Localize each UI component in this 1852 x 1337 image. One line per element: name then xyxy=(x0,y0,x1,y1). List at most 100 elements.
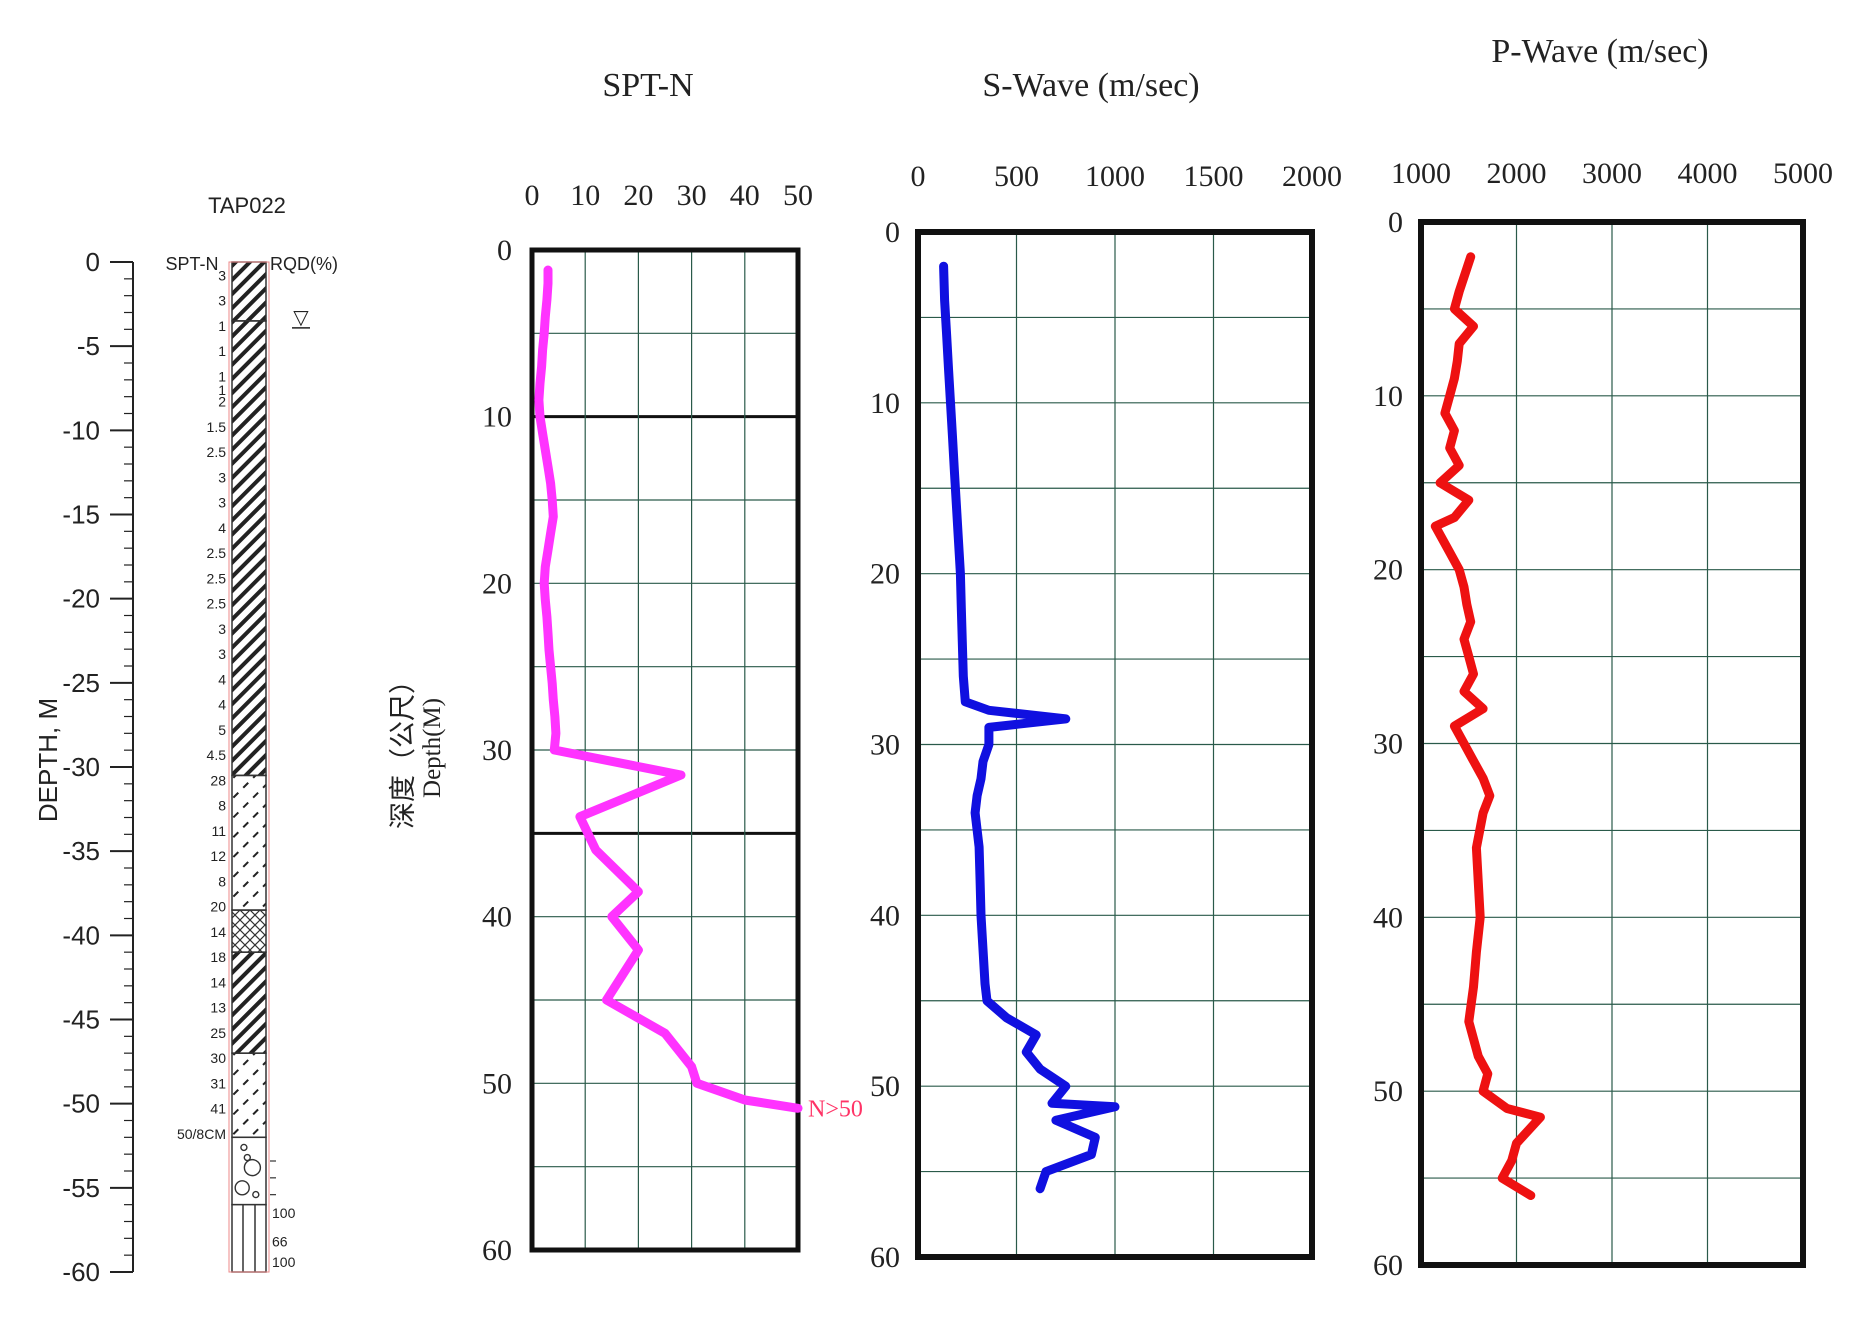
soil-layer-dense-hatch xyxy=(231,951,267,1054)
depth-tick-label: -20 xyxy=(62,584,100,614)
soil-layer-gravel xyxy=(231,1136,267,1206)
spt-reading: 20 xyxy=(210,899,226,915)
rqd-reading: 100 xyxy=(272,1254,296,1270)
x-tick-label: 5000 xyxy=(1773,157,1833,190)
depth-tick-label: 0 xyxy=(86,247,100,277)
soil-layer-cross xyxy=(231,909,267,953)
depth-tick-label: -35 xyxy=(62,836,100,866)
spt-reading: 2.5 xyxy=(207,596,227,612)
y-tick-label: 0 xyxy=(1388,206,1403,239)
spt-reading: 4.5 xyxy=(207,747,227,763)
x-tick-label: 1000 xyxy=(1391,157,1451,190)
soil-layer-sparse-hatch xyxy=(231,774,267,911)
x-tick-label: 50 xyxy=(783,179,813,212)
borehole-rqd-header: RQD(%) xyxy=(270,254,338,274)
spt-reading: 3 xyxy=(218,267,226,283)
depth-tick-label: -5 xyxy=(77,331,100,361)
x-tick-label: 10 xyxy=(570,179,600,212)
data-series-line xyxy=(939,261,1120,1194)
spt-reading: 8 xyxy=(218,798,226,814)
spt-reading: 8 xyxy=(218,873,226,889)
chart-title: S-Wave (m/sec) xyxy=(982,67,1199,104)
profile-chart-2: S-Wave (m/sec) 0 500 1000 1500 2000 0 10 20 30 40 5… xyxy=(870,67,1342,1274)
spt-reading: 2.5 xyxy=(207,545,227,561)
data-series-line xyxy=(1430,252,1545,1200)
charts-group: SPT-N0 10 20 30 40 500102030405060N>50S-Wave … xyxy=(482,33,1833,1282)
y-tick-label: 60 xyxy=(870,1241,900,1274)
annotation-label: N>50 xyxy=(808,1096,863,1122)
spt-reading: 28 xyxy=(210,772,226,788)
borehole-spt-header: SPT-N xyxy=(165,254,218,274)
x-tick-label: 0 xyxy=(911,160,926,193)
depth-tick-label: -50 xyxy=(62,1089,100,1119)
soil-layer-sparse-hatch xyxy=(231,1052,267,1139)
x-tick-label: 4000 xyxy=(1678,157,1738,190)
x-tick-label: 20 xyxy=(623,179,653,212)
spt-reading: 4 xyxy=(218,671,226,687)
data-series-line xyxy=(534,265,803,1113)
depth-tick-label: -55 xyxy=(62,1173,100,1203)
spt-reading: 25 xyxy=(210,1025,226,1041)
depth-tick-label: -25 xyxy=(62,668,100,698)
x-tick-label: 1000 xyxy=(1085,160,1145,193)
rqd-reading: 100 xyxy=(272,1205,296,1221)
water-table-icon: ▽ xyxy=(293,307,309,329)
x-tick-label: 2000 xyxy=(1282,160,1342,193)
y-tick-label: 30 xyxy=(1373,728,1403,761)
spt-reading: 18 xyxy=(210,949,226,965)
x-tick-label: 500 xyxy=(994,160,1039,193)
spt-reading: 4 xyxy=(218,520,226,536)
spt-reading: 3 xyxy=(218,495,226,511)
rqd-reading: 66 xyxy=(272,1234,288,1250)
y-tick-label: 10 xyxy=(482,401,512,434)
plot-frame xyxy=(529,247,801,1253)
soil-layer-rock xyxy=(231,1203,267,1273)
spt-reading: 50/8CM xyxy=(177,1126,226,1142)
x-tick-label: 1500 xyxy=(1184,160,1244,193)
y-tick-label: 30 xyxy=(482,734,512,767)
y-tick-label: 40 xyxy=(1373,901,1403,934)
spt-reading: 5 xyxy=(218,722,226,738)
spt-reading: 14 xyxy=(210,974,226,990)
y-tick-label: 0 xyxy=(885,216,900,249)
depth-tick-label: -15 xyxy=(62,500,100,530)
profile-chart-1: SPT-N 0 10 20 30 40 50 0 10 20 30 40 50 60 N>50 xyxy=(482,67,863,1267)
spt-reading: 4 xyxy=(218,697,226,713)
chart-title: SPT-N xyxy=(602,67,693,104)
spt-reading: 1 xyxy=(218,382,226,398)
depth-tick-label: -45 xyxy=(62,1005,100,1035)
y-tick-label: 20 xyxy=(482,567,512,600)
y-tick-label: 40 xyxy=(482,901,512,934)
spt-reading: 2.5 xyxy=(207,444,227,460)
borehole-log-title: TAP022 xyxy=(208,193,286,218)
y-tick-label: 0 xyxy=(497,234,512,267)
spt-reading: 1.5 xyxy=(207,419,227,435)
x-tick-label: 30 xyxy=(677,179,707,212)
depth-axis-label: DEPTH, M xyxy=(33,698,63,822)
plot-frame xyxy=(1418,219,1806,1268)
depth-tick-label: -40 xyxy=(62,920,100,950)
chart-title: P-Wave (m/sec) xyxy=(1491,33,1708,70)
y-tick-label: 10 xyxy=(1373,380,1403,413)
spt-reading: 30 xyxy=(210,1050,226,1066)
plot-frame xyxy=(915,229,1315,1260)
y-tick-label: 20 xyxy=(870,558,900,591)
x-tick-label: 40 xyxy=(730,179,760,212)
spt-reading: 2 xyxy=(218,394,226,410)
spt-reading: 1 xyxy=(218,343,226,359)
depth-tick-label: -30 xyxy=(62,752,100,782)
depth-label-zh: 深度（公尺） xyxy=(388,667,418,829)
spt-reading: 1 xyxy=(218,318,226,334)
depth-tick-label: -60 xyxy=(62,1257,100,1287)
spt-reading: 14 xyxy=(210,924,226,940)
gravel-mark xyxy=(234,1180,250,1196)
y-tick-label: 50 xyxy=(1373,1075,1403,1108)
gravel-mark xyxy=(240,1143,248,1152)
gravel-mark xyxy=(252,1190,260,1199)
y-tick-label: 10 xyxy=(870,387,900,420)
shared-depth-axis-label: 深度（公尺） Depth(M) xyxy=(388,667,446,829)
profile-chart-3: P-Wave (m/sec) 1000 2000 3000 4000 5000 0 10 20 3… xyxy=(1373,33,1833,1282)
soil-layer-dense-hatch xyxy=(231,261,267,322)
spt-reading: 3 xyxy=(218,293,226,309)
